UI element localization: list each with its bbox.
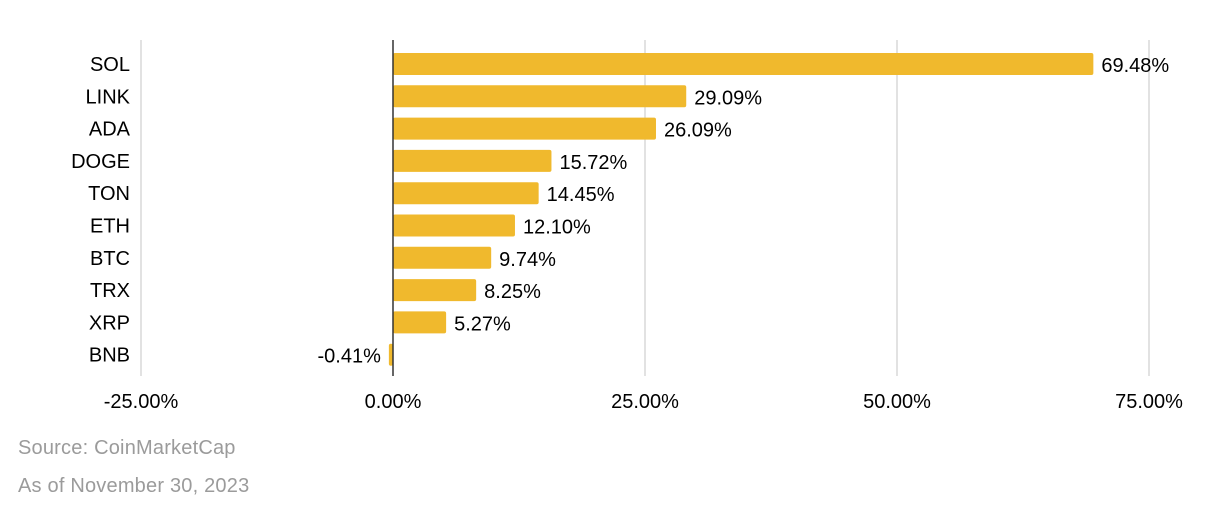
value-label: 9.74% — [499, 249, 556, 271]
category-label: ETH — [90, 216, 130, 238]
value-label: 14.45% — [547, 184, 615, 206]
category-label: DOGE — [71, 151, 130, 173]
bar-ada — [393, 117, 656, 140]
x-tick-label: 50.00% — [863, 391, 931, 413]
bar-bnb — [388, 343, 393, 366]
value-label: 26.09% — [664, 120, 732, 142]
category-label: TRX — [90, 280, 130, 302]
category-label: LINK — [86, 86, 131, 108]
bar-chart: SOL LINK ADA DOGE TON ETH BTC TRX XRP BNB 69.48% 2… — [71, 40, 1183, 413]
category-label: BNB — [89, 345, 130, 367]
value-label: 5.27% — [454, 313, 511, 335]
bar-eth — [393, 214, 515, 237]
value-labels: 69.48% 29.09% 26.09% 15.72% 14.45% 12.10% 9.74… — [317, 55, 1169, 368]
x-tick-label: -25.00% — [104, 391, 179, 413]
value-label: 15.72% — [559, 152, 627, 174]
bar-sol — [393, 53, 1094, 75]
x-axis-tick-labels: -25.00% 0.00% 25.00% 50.00% 75.00% — [104, 391, 1183, 413]
x-tick-label: 0.00% — [365, 391, 422, 413]
category-label: ADA — [89, 119, 131, 141]
category-labels: SOL LINK ADA DOGE TON ETH BTC TRX XRP BNB — [71, 54, 131, 367]
category-label: BTC — [90, 248, 130, 270]
bars — [388, 53, 1094, 366]
value-label: 8.25% — [484, 281, 541, 303]
category-label: SOL — [90, 54, 130, 76]
source-note: Source: CoinMarketCap — [18, 437, 236, 459]
x-tick-label: 75.00% — [1115, 391, 1183, 413]
value-label: -0.41% — [317, 346, 381, 368]
bar-link — [393, 85, 687, 108]
x-tick-label: 25.00% — [611, 391, 679, 413]
date-note: As of November 30, 2023 — [18, 475, 250, 497]
value-label: 29.09% — [694, 87, 762, 109]
bar-xrp — [393, 311, 447, 334]
bar-ton — [393, 182, 539, 205]
value-label: 12.10% — [523, 217, 591, 239]
bar-doge — [393, 149, 552, 172]
category-label: TON — [88, 183, 130, 205]
category-label: XRP — [89, 312, 130, 334]
bar-trx — [393, 279, 477, 302]
bar-btc — [393, 246, 492, 269]
value-label: 69.48% — [1101, 55, 1169, 77]
